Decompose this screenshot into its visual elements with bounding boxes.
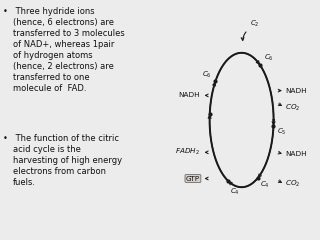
Text: •: •: [3, 134, 8, 144]
Text: $CO_2$: $CO_2$: [285, 102, 301, 113]
Text: $C_6$: $C_6$: [202, 69, 212, 79]
Text: Three hydride ions
(hence, 6 electrons) are
transferred to 3 molecules
of NAD+, : Three hydride ions (hence, 6 electrons) …: [13, 7, 124, 93]
Text: The function of the citric
acid cycle is the
harvesting of high energy
electrons: The function of the citric acid cycle is…: [13, 134, 122, 187]
Text: $C_6$: $C_6$: [264, 53, 274, 63]
Text: NADH: NADH: [285, 151, 307, 157]
Text: $C_4$: $C_4$: [260, 179, 270, 190]
Text: $C_4$: $C_4$: [230, 187, 239, 197]
Text: NADH: NADH: [178, 92, 200, 98]
Text: NADH: NADH: [285, 88, 307, 94]
Text: $CO_2$: $CO_2$: [285, 179, 301, 189]
Text: $C_5$: $C_5$: [277, 127, 287, 137]
Text: $C_2$: $C_2$: [250, 19, 259, 29]
Text: GTP: GTP: [186, 175, 200, 181]
Text: $FADH_2$: $FADH_2$: [175, 147, 200, 157]
Text: •: •: [3, 7, 8, 16]
